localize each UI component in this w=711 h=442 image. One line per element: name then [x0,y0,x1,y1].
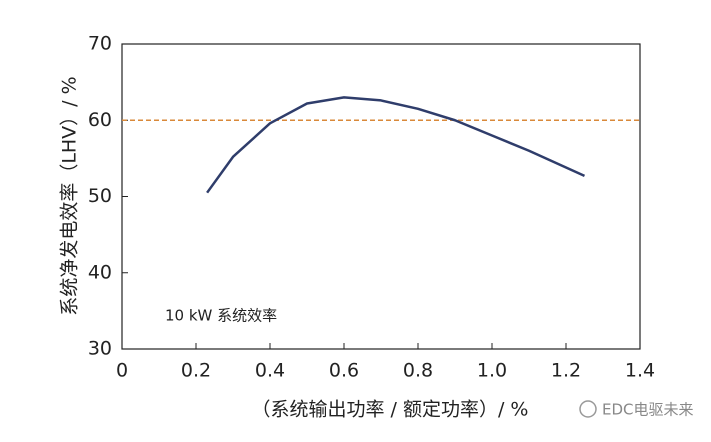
y-axis-label: 系统净发电效率（LHV）/ % [59,76,81,315]
x-tick-label: 0.8 [403,360,433,382]
annotation: 10 kW 系统效率 [165,307,277,325]
watermark-icon [579,400,597,418]
x-tick-label: 0.2 [181,360,211,382]
x-tick-label: 1.4 [625,360,655,382]
x-tick-label: 1.0 [477,360,507,382]
y-tick-label: 40 [88,261,112,283]
data-line [206,96,586,194]
x-tick-label: 0.6 [329,360,359,382]
y-tick-label: 70 [88,33,112,55]
watermark: EDC电驱未来 [602,401,694,419]
x-tick-label: 0 [116,360,128,382]
x-tick-label: 0.4 [255,360,285,382]
y-tick-label: 60 [88,109,112,131]
y-tick-label: 30 [88,338,112,360]
y-tick-label: 50 [88,185,112,207]
x-axis-label: （系统输出功率 / 额定功率）/ % [252,399,529,421]
x-tick-label: 1.2 [551,360,581,382]
plot-frame [121,43,641,350]
